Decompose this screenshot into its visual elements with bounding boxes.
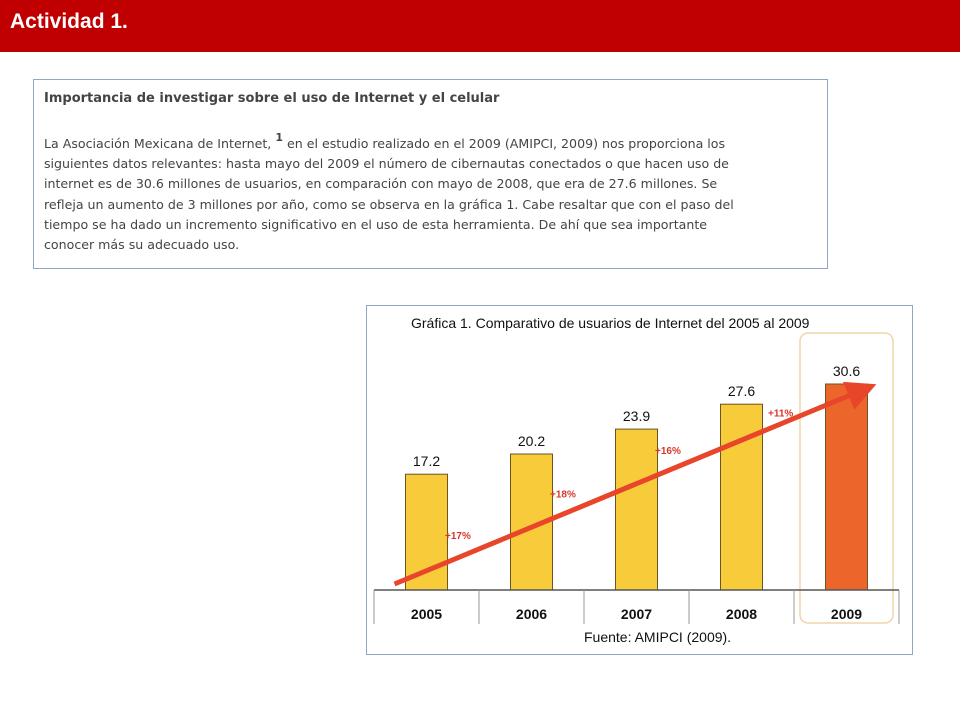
chart-box: Gráfica 1. Comparativo de usuarios de In… — [366, 305, 913, 655]
growth-label: +16% — [655, 446, 681, 457]
growth-label: +11% — [768, 408, 793, 419]
article-line: conocer más su adecuado uso. — [44, 237, 240, 253]
x-tick-label: 2009 — [831, 606, 862, 622]
article-box: Importancia de investigar sobre el uso d… — [33, 79, 828, 269]
bar — [825, 383, 868, 591]
growth-label: +17% — [445, 531, 471, 542]
article-line: internet es de 30.6 millones de usuarios… — [44, 176, 718, 192]
x-tick-label: 2005 — [411, 606, 442, 622]
chart-title: Gráfica 1. Comparativo de usuarios de In… — [411, 315, 810, 331]
x-tick-label: 2006 — [516, 606, 547, 622]
bar-value-label: 30.6 — [833, 363, 860, 379]
article-line: siguientes datos relevantes: hasta mayo … — [44, 156, 729, 172]
article-heading: Importancia de investigar sobre el uso d… — [44, 91, 500, 106]
title-bar: Actividad 1. — [0, 0, 960, 52]
bar-chart: Gráfica 1. Comparativo de usuarios de In… — [373, 315, 900, 645]
x-tick-label: 2007 — [621, 606, 652, 622]
bar-value-label: 20.2 — [518, 433, 545, 449]
article-line: tiempo se ha dado un incremento signific… — [44, 216, 708, 232]
chart-source: Fuente: AMIPCI (2009). — [584, 629, 731, 645]
article-line: refleja un aumento de 3 millones por año… — [44, 196, 734, 212]
article-body: La Asociación Mexicana de Internet, 1 en… — [44, 131, 819, 255]
article-line: La Asociación Mexicana de Internet, — [44, 136, 276, 151]
trend-arrow — [393, 381, 877, 587]
bar — [615, 428, 658, 591]
footnote-marker: 1 — [275, 131, 283, 144]
bar-value-label: 17.2 — [413, 453, 440, 469]
bar-value-label: 23.9 — [623, 408, 650, 424]
bar-value-label: 27.6 — [728, 383, 755, 399]
article-line: en el estudio realizado en el 2009 (AMIP… — [282, 136, 726, 151]
page-title: Actividad 1. — [10, 10, 128, 33]
highlight-frame — [799, 332, 894, 624]
x-tick-label: 2008 — [726, 606, 757, 622]
growth-label: +18% — [550, 489, 576, 500]
